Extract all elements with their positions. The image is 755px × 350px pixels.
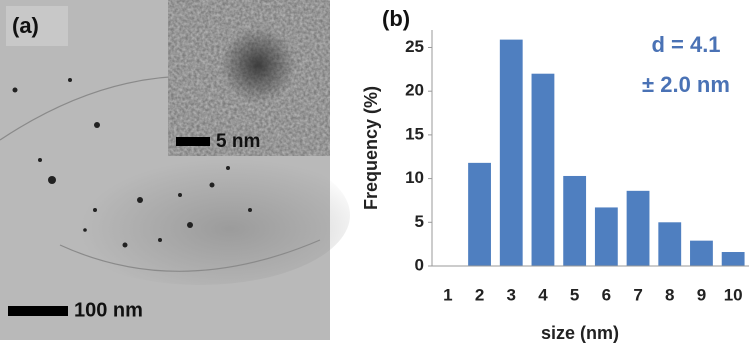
x-tick-label: 8 <box>665 285 674 304</box>
y-tick-label: 0 <box>415 255 424 274</box>
tem-image: 5 nm 100 nm (a) <box>0 0 350 340</box>
x-tick-label: 7 <box>633 285 642 304</box>
x-tick-label: 9 <box>697 285 706 304</box>
x-tick-label: 1 <box>443 285 452 304</box>
bar <box>658 222 682 266</box>
annotation: ± 2.0 nm <box>642 72 730 97</box>
bar <box>594 207 618 266</box>
inset-scale-label: 5 nm <box>216 131 260 152</box>
bar <box>531 73 555 266</box>
y-tick-label: 15 <box>405 124 424 143</box>
y-tick-label: 10 <box>405 168 424 187</box>
panel-label: (a) <box>12 13 39 38</box>
x-tick-label: 4 <box>538 285 548 304</box>
y-tick-label: 20 <box>405 81 424 100</box>
x-tick-label: 2 <box>475 285 484 304</box>
bar <box>690 240 713 266</box>
bar <box>468 162 491 266</box>
y-tick-label: 5 <box>415 212 424 231</box>
panel-label: (b) <box>382 6 410 31</box>
bar <box>721 252 745 266</box>
y-axis-label: Frequency (%) <box>361 86 381 210</box>
scale-label: 100 nm <box>74 299 143 321</box>
annotation: d = 4.1 <box>651 32 720 57</box>
x-tick-label: 6 <box>602 285 611 304</box>
x-tick-label: 5 <box>570 285 579 304</box>
bar <box>626 190 650 266</box>
x-axis-label: size (nm) <box>541 323 619 343</box>
bar <box>499 39 523 267</box>
x-tick-label: 3 <box>507 285 516 304</box>
y-tick-label: 25 <box>405 37 424 56</box>
bar <box>563 175 587 266</box>
x-tick-label: 10 <box>724 285 743 304</box>
